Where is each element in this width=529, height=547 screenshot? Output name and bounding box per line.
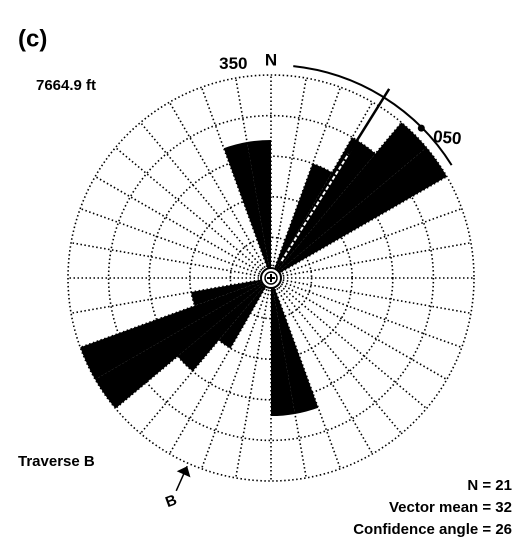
petal xyxy=(223,142,271,278)
confidence-arc xyxy=(293,65,453,166)
grid-ring xyxy=(107,114,435,442)
stat: N = 21 xyxy=(467,477,512,494)
petal xyxy=(177,278,271,372)
spoke xyxy=(282,281,463,349)
petal xyxy=(271,163,332,278)
traverse-direction-label: B xyxy=(163,491,179,511)
depth-label: 7664.9 ft xyxy=(36,77,96,94)
spoke xyxy=(282,279,472,315)
petal xyxy=(218,278,271,349)
petal xyxy=(271,147,447,278)
petal xyxy=(271,137,376,278)
petal xyxy=(271,122,427,278)
petal xyxy=(80,278,271,380)
grid-ring xyxy=(148,155,394,401)
angle-label: 050 xyxy=(432,127,462,148)
vector-mean-inner xyxy=(280,146,354,262)
petal xyxy=(95,278,272,409)
spoke xyxy=(79,207,260,275)
angle-label: N xyxy=(265,50,277,69)
petal xyxy=(271,278,319,414)
grid-ring xyxy=(189,196,353,360)
centre-cross xyxy=(267,274,275,282)
angle-label: 350 xyxy=(219,54,247,73)
grid-ring xyxy=(67,74,475,482)
panel-label: (c) xyxy=(18,25,47,52)
arrow-head xyxy=(176,466,191,478)
stat: Confidence angle = 26 xyxy=(353,521,512,538)
vector-mean-line xyxy=(347,88,391,155)
spoke xyxy=(70,241,260,277)
stat: Vector mean = 32 xyxy=(389,499,512,516)
angle-dot xyxy=(417,124,425,132)
traverse-label: Traverse B xyxy=(18,453,95,470)
